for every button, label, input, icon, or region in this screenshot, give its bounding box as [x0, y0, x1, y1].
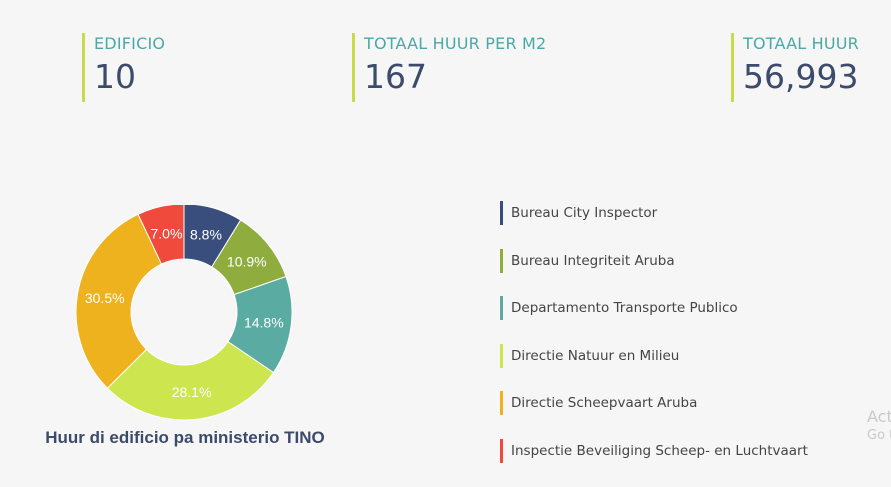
slice-label: 30.5%	[85, 290, 125, 306]
kpi-value: 56,993	[743, 57, 859, 96]
legend-label: Directie Scheepvaart Aruba	[511, 395, 698, 412]
kpi-label: TOTAAL HUUR PER M2	[364, 34, 547, 53]
slice-label: 8.8%	[190, 227, 222, 243]
kpi-edificio: EDIFICIO 10	[82, 33, 165, 102]
legend-label: Bureau Integriteit Aruba	[511, 252, 675, 269]
slice-label: 28.1%	[172, 384, 212, 400]
chart-legend: Bureau City Inspector Bureau Integriteit …	[500, 201, 808, 487]
legend-swatch	[500, 438, 503, 463]
donut-chart: 8.8% 10.9% 14.8% 28.1% 30.5% 7.0%	[75, 205, 293, 421]
donut-slice	[137, 205, 185, 265]
legend-label: Bureau City Inspector	[511, 205, 658, 221]
legend-label: Directie Natuur en Milieu	[511, 347, 680, 364]
slice-label: 10.9%	[227, 254, 267, 270]
donut-slice	[75, 213, 163, 389]
legend-swatch	[500, 201, 503, 225]
legend-item[interactable]: Bureau City Inspector	[500, 201, 808, 225]
donut-slice	[106, 341, 275, 421]
watermark-line: Go t	[867, 428, 891, 443]
kpi-value: 10	[94, 57, 136, 96]
legend-item[interactable]: Directie Scheepvaart Aruba	[500, 391, 808, 416]
legend-item[interactable]: Inspectie Beveiliging Scheep- en Luchtva…	[500, 438, 808, 463]
kpi-totaal-huur: TOTAAL HUUR 56,993	[731, 33, 859, 102]
kpi-totaal-huur-per-m2: TOTAAL HUUR PER M2 167	[352, 33, 546, 102]
slice-label: 14.8%	[244, 314, 284, 330]
slice-label: 7.0%	[150, 225, 182, 241]
legend-label: Departamento Transporte Publico	[511, 300, 738, 317]
legend-item[interactable]: Departamento Transporte Publico	[500, 296, 808, 321]
legend-swatch	[500, 296, 503, 321]
kpi-label: EDIFICIO	[94, 34, 166, 53]
legend-item[interactable]: Bureau Integriteit Aruba	[500, 248, 808, 273]
legend-swatch	[500, 343, 503, 368]
legend-item[interactable]: Directie Natuur en Milieu	[500, 343, 808, 368]
legend-swatch	[500, 248, 503, 273]
legend-swatch	[500, 391, 503, 416]
activation-watermark: Act Go t	[867, 406, 891, 444]
kpi-label: TOTAAL HUUR	[743, 34, 860, 53]
chart-title: Huur di edificio pa ministerio TINO	[45, 428, 325, 447]
legend-label: Inspectie Beveiliging Scheep- en Luchtva…	[511, 442, 808, 459]
kpi-value: 167	[364, 57, 427, 96]
watermark-line: Act	[867, 407, 891, 426]
